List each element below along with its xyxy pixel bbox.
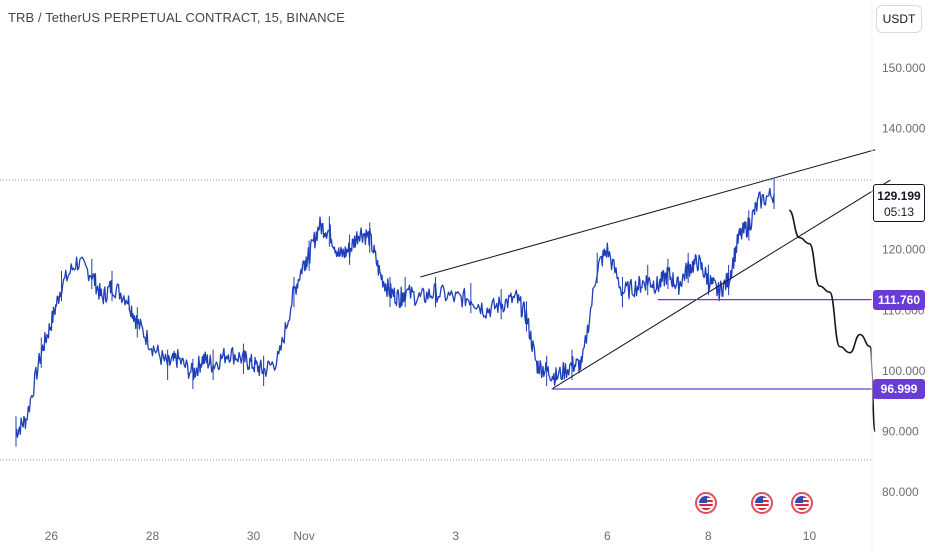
candle-countdown: 05:13: [883, 205, 915, 219]
x-tick-label: 8: [705, 529, 712, 543]
level-price-tag: 96.999: [873, 379, 925, 400]
currency-selector-button[interactable]: USDT: [876, 5, 922, 33]
y-tick-label: 100.000: [882, 364, 926, 378]
y-tick-label: 150.000: [882, 61, 926, 75]
x-tick-label: 10: [803, 529, 817, 543]
y-tick-label: 90.000: [882, 424, 919, 438]
x-tick-label: 6: [604, 529, 611, 543]
chart-title: TRB / TetherUS PERPETUAL CONTRACT, 15, B…: [8, 10, 345, 25]
x-tick-label: Nov: [293, 529, 314, 543]
us-flag-icon[interactable]: [791, 492, 813, 514]
x-tick-label: 30: [247, 529, 261, 543]
y-tick-label: 120.000: [882, 243, 926, 257]
x-tick-label: 26: [45, 529, 59, 543]
y-tick-label: 80.000: [882, 485, 919, 499]
current-price-tag: 129.199 05:13: [873, 184, 925, 222]
y-tick-label: 140.000: [882, 122, 926, 136]
price-series-line: [15, 187, 775, 438]
wedge-trendline: [551, 179, 891, 390]
level-price-tag: 111.760: [873, 289, 925, 310]
us-flag-icon[interactable]: [751, 492, 773, 514]
us-flag-icon[interactable]: [695, 492, 717, 514]
current-price-value: 129.199: [877, 189, 921, 203]
x-tick-label: 3: [452, 529, 459, 543]
x-tick-label: 28: [146, 529, 160, 543]
projection-path: [788, 209, 876, 433]
wedge-trendline: [420, 149, 876, 278]
